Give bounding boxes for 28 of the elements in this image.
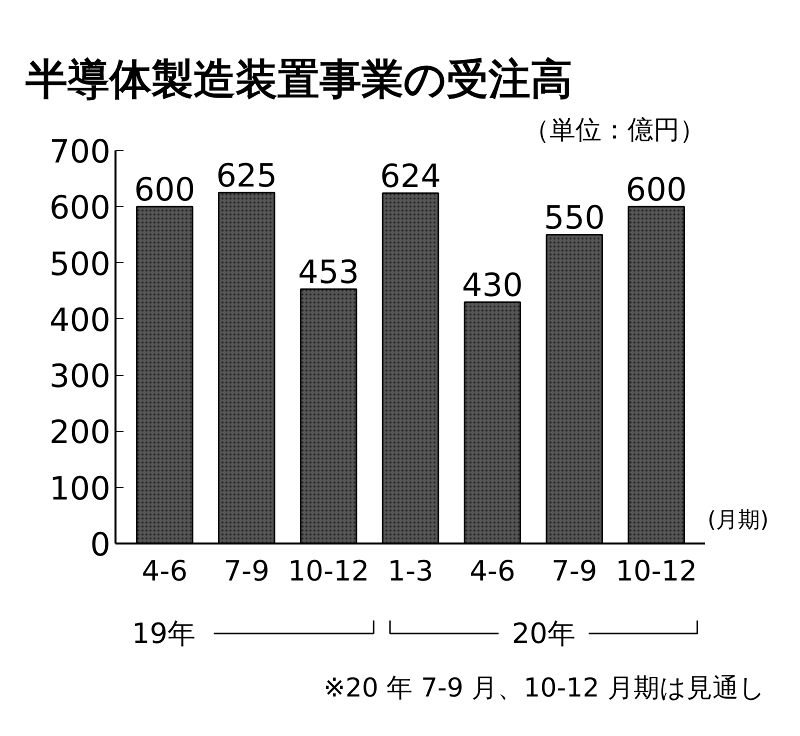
x-tick-label: 10-12 [288, 554, 370, 588]
y-tick-label: 0 [90, 526, 110, 564]
x-tick-label: 1-3 [388, 554, 434, 588]
x-tick-label: 7-9 [224, 554, 270, 588]
data-label: 453 [298, 253, 360, 292]
text: ※20 年 7-9 月、10-12 月期は見通し [324, 674, 766, 704]
data-label: 600 [134, 170, 196, 209]
data-label: 600 [626, 170, 687, 209]
x-tick-label: 10-12 [616, 554, 698, 588]
text: （単位：億円） [524, 116, 706, 146]
data-label: 430 [462, 266, 523, 304]
text: 20年 [512, 617, 576, 650]
data-label: 624 [380, 157, 442, 196]
x-axis-title: (月期) [708, 508, 769, 534]
data-label: 625 [216, 156, 278, 195]
y-tick-label: 200 [49, 413, 110, 452]
x-tick-label: 7-9 [552, 554, 598, 588]
y-tick-label: 300 [49, 357, 110, 396]
y-tick-label: 700 [49, 132, 110, 170]
y-tick-label: 400 [49, 300, 110, 339]
chart-title: 半導体製造装置事業の受注高 [24, 54, 572, 104]
y-tick-label: 100 [49, 469, 110, 508]
text: 19年 [132, 617, 196, 650]
x-tick-label: 4-6 [470, 554, 516, 588]
y-tick-label: 600 [49, 188, 110, 227]
data-label: 550 [544, 198, 605, 237]
y-tick-label: 500 [49, 244, 110, 283]
x-tick-label: 4-6 [142, 554, 188, 588]
